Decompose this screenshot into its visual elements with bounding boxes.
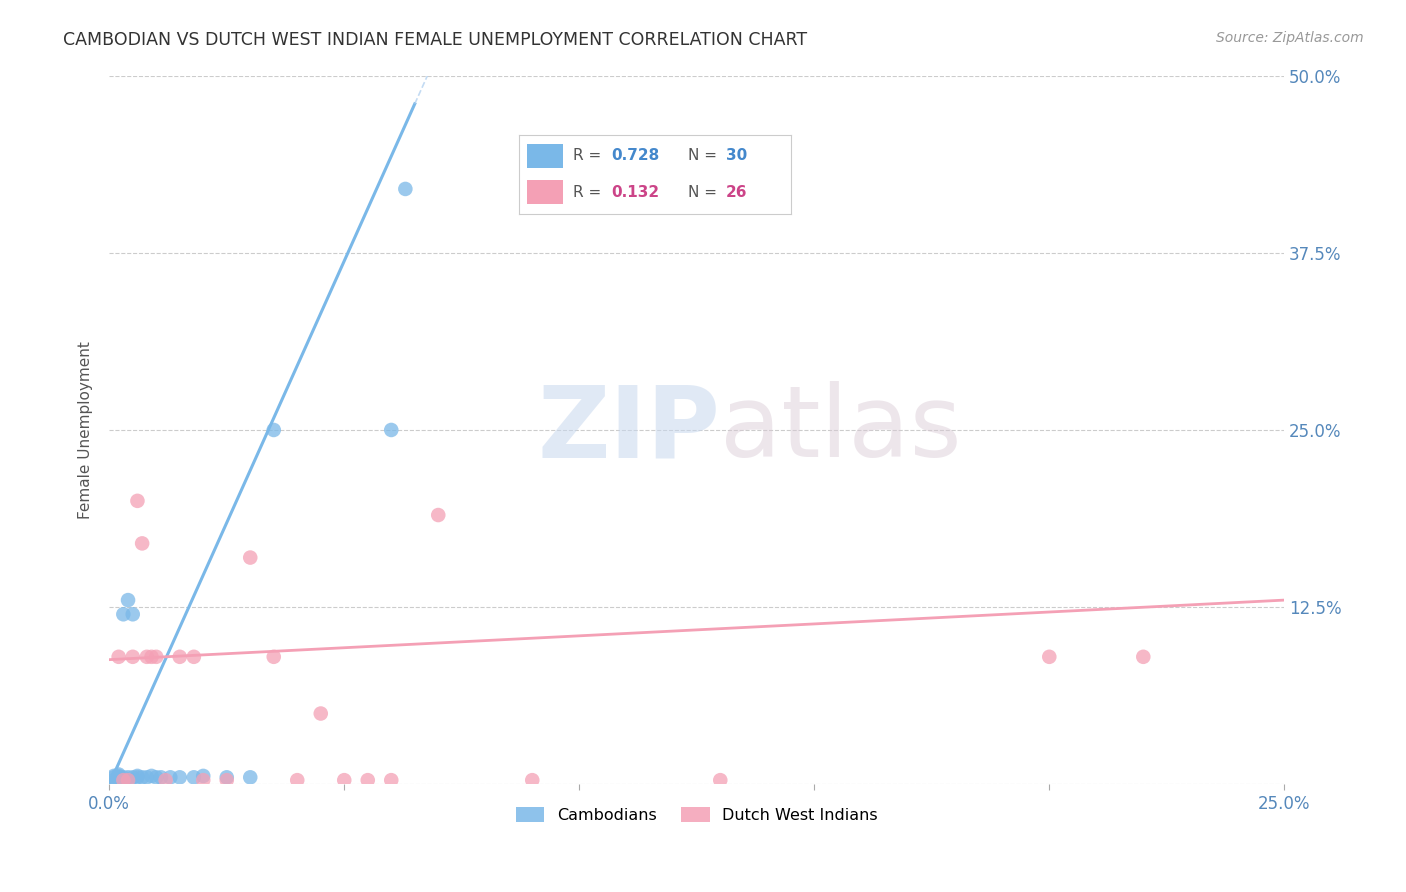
Point xyxy=(131,536,153,550)
Point xyxy=(145,649,167,664)
Y-axis label: Female Unemployment: Female Unemployment xyxy=(79,341,93,519)
Point xyxy=(239,770,262,784)
Point xyxy=(127,770,149,784)
Point xyxy=(145,770,167,784)
Point xyxy=(193,769,215,783)
Point xyxy=(107,769,129,783)
Point xyxy=(117,773,139,788)
Point xyxy=(141,649,163,664)
Text: 0.132: 0.132 xyxy=(612,185,659,200)
Point xyxy=(103,773,125,788)
Point xyxy=(522,773,544,788)
Legend: Cambodians, Dutch West Indians: Cambodians, Dutch West Indians xyxy=(509,801,884,830)
Point xyxy=(112,607,135,622)
Point xyxy=(215,773,238,788)
Point xyxy=(263,423,285,437)
Point xyxy=(380,423,402,437)
Text: atlas: atlas xyxy=(720,382,962,478)
Text: CAMBODIAN VS DUTCH WEST INDIAN FEMALE UNEMPLOYMENT CORRELATION CHART: CAMBODIAN VS DUTCH WEST INDIAN FEMALE UN… xyxy=(63,31,807,49)
Point xyxy=(357,773,380,788)
Text: Source: ZipAtlas.com: Source: ZipAtlas.com xyxy=(1216,31,1364,45)
Text: 0.728: 0.728 xyxy=(612,148,659,163)
Point xyxy=(103,769,125,783)
Point xyxy=(121,770,143,784)
Bar xyxy=(527,180,562,204)
Point xyxy=(141,769,163,783)
Point xyxy=(117,593,139,607)
Point xyxy=(112,770,135,784)
Text: N =: N = xyxy=(688,185,721,200)
Point xyxy=(183,770,205,784)
Point xyxy=(709,773,731,788)
Point xyxy=(107,770,129,784)
Point xyxy=(155,773,177,788)
Text: 30: 30 xyxy=(725,148,747,163)
Point xyxy=(112,773,135,788)
Point xyxy=(380,773,402,788)
Point xyxy=(183,649,205,664)
Point xyxy=(107,649,129,664)
Point xyxy=(107,773,129,788)
Point xyxy=(127,493,149,508)
Point xyxy=(135,770,157,784)
Text: R =: R = xyxy=(574,185,606,200)
Point xyxy=(263,649,285,664)
Point xyxy=(169,649,191,664)
Point xyxy=(193,773,215,788)
Point xyxy=(159,770,181,784)
Point xyxy=(1132,649,1154,664)
Point xyxy=(107,767,129,781)
Point xyxy=(427,508,450,522)
Point xyxy=(121,649,143,664)
Text: 26: 26 xyxy=(725,185,748,200)
Point xyxy=(309,706,332,721)
Point xyxy=(169,770,191,784)
Point xyxy=(239,550,262,565)
Point xyxy=(112,773,135,788)
Point xyxy=(149,770,172,784)
Point xyxy=(285,773,308,788)
Point xyxy=(135,649,157,664)
Point xyxy=(394,182,416,196)
Point xyxy=(103,770,125,784)
Point xyxy=(215,770,238,784)
Point xyxy=(1038,649,1060,664)
Bar xyxy=(527,144,562,168)
Point xyxy=(333,773,356,788)
Text: ZIP: ZIP xyxy=(537,382,720,478)
Text: R =: R = xyxy=(574,148,606,163)
Point xyxy=(127,769,149,783)
Point xyxy=(131,770,153,784)
Point xyxy=(117,770,139,784)
Point xyxy=(121,607,143,622)
Text: N =: N = xyxy=(688,148,721,163)
